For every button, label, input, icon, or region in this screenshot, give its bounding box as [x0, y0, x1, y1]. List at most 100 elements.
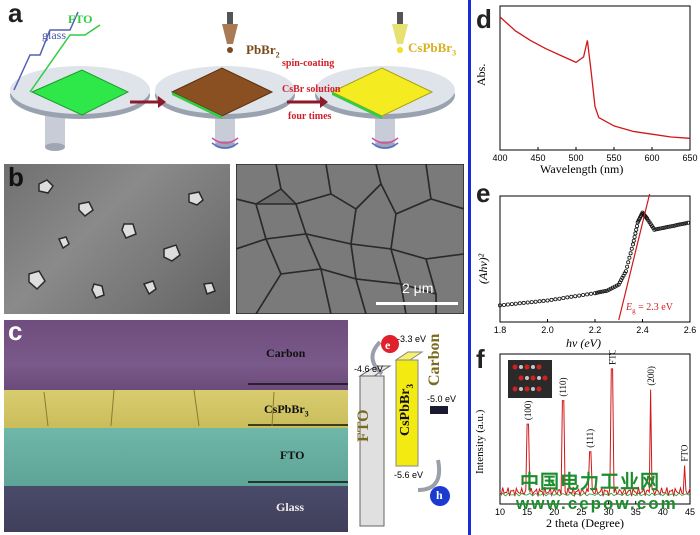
chart-f-x-tick-label-1: 15	[522, 507, 532, 517]
tauc-point	[633, 231, 638, 236]
chart-d-x-tick-label-2: 500	[568, 153, 583, 163]
tauc-point	[612, 284, 617, 289]
chart-f-x-tick-label-5: 35	[631, 507, 641, 517]
chart-f-ylabel: Intensity (a.u.)	[474, 409, 486, 474]
electron-label: e	[385, 338, 391, 352]
chart-d-x-tick-label-0: 400	[492, 153, 507, 163]
peak-label-5: FTO	[680, 444, 690, 461]
pbbr2-film-edge	[172, 92, 222, 119]
cspbbr3-label: CsPbBr3	[408, 40, 457, 58]
layer-label-fto: FTO	[280, 448, 305, 462]
panel-a-schematic	[10, 11, 455, 151]
sem-cspbbr3-grains	[236, 164, 464, 314]
chart-d-ylabel: Abs.	[474, 63, 488, 86]
tauc-point	[593, 291, 598, 296]
chart-e-x-tick-label-4: 2.6	[684, 325, 697, 335]
xrd-curve	[499, 368, 691, 498]
energy-cb: -3.3 eV	[397, 334, 427, 344]
tauc-point	[634, 224, 639, 229]
tauc-point	[674, 223, 679, 228]
layer-cspbbr3	[4, 390, 348, 428]
tauc-point	[654, 227, 659, 232]
tauc-point	[561, 296, 566, 301]
pbbr2-label: PbBr2	[246, 42, 280, 60]
chart-d-x-tick-label-3: 550	[606, 153, 621, 163]
tauc-point	[628, 251, 633, 256]
crystal-lattice-icon	[512, 364, 548, 392]
tauc-point	[541, 298, 546, 303]
cross-section-sem: Carbon CsPbBr3 FTO Glass	[4, 320, 348, 532]
tauc-point	[600, 289, 605, 294]
energy-carbon: -5.0 eV	[427, 394, 457, 404]
chart-e-x-tick-label-1: 2.0	[541, 325, 554, 335]
electron-icon	[381, 335, 399, 353]
chart-e-ylabel: (Ahν)²	[476, 253, 490, 284]
scale-bar-label: 2 μm	[402, 280, 434, 296]
xrd-pattern: (100) (110) (111) FTO (200) FTO 10 15 20 25 30 35 40…	[495, 350, 695, 517]
tauc-point	[577, 293, 582, 298]
tauc-point	[553, 297, 558, 302]
glass-pointer-line	[13, 11, 79, 91]
tauc-point	[610, 285, 615, 290]
chart-d-xlabel: Wavelength (nm)	[540, 162, 624, 176]
layer-boundaries	[43, 383, 348, 483]
fto-glass-substrate	[30, 69, 130, 116]
panel-b-label: b	[8, 162, 24, 192]
tauc-point	[545, 298, 550, 303]
tauc-point	[658, 226, 663, 231]
tauc-point	[513, 301, 518, 306]
tauc-point	[627, 255, 632, 260]
tauc-point	[678, 222, 683, 227]
layer-fto	[4, 428, 348, 486]
hole-icon	[430, 486, 450, 506]
panel-c-label: c	[8, 316, 23, 346]
tauc-point	[595, 290, 600, 295]
chart-d-x-tick-label-4: 600	[644, 153, 659, 163]
tauc-point	[517, 301, 522, 306]
layer-carbon	[4, 320, 348, 395]
tauc-point	[569, 294, 574, 299]
chart-f-x-tick-label-0: 10	[495, 507, 505, 517]
process-arrow-2	[287, 96, 328, 108]
tauc-point	[670, 224, 675, 229]
peak-label-3: FTO	[607, 350, 617, 365]
layer-label-cspbbr3: CsPbBr3	[264, 402, 309, 419]
panel-a-label: a	[8, 0, 23, 28]
tauc-point	[656, 226, 661, 231]
glass-label: glass	[42, 28, 66, 42]
panel-e-label: e	[476, 178, 491, 208]
chart-e-xlabel: hν (eV)	[566, 336, 601, 350]
energy-fto: -4.6 eV	[354, 364, 384, 374]
linear-fit-line	[618, 193, 651, 321]
tauc-point	[634, 227, 639, 232]
tauc-point	[623, 269, 628, 274]
tauc-point	[598, 289, 603, 294]
chart-f-x-tick-label-4: 30	[604, 507, 614, 517]
tauc-point	[573, 294, 578, 299]
band-label-fto: FTO	[355, 409, 372, 442]
tauc-point	[549, 297, 554, 302]
watermark-chinese: 中国电力工业网	[520, 472, 661, 493]
peak-label-2: (111)	[585, 429, 595, 448]
absorption-chart: 400 450 500 550 600 650	[492, 5, 698, 163]
fto-label: FTO	[68, 12, 93, 26]
tauc-point	[581, 293, 586, 298]
tauc-point	[685, 220, 690, 225]
tauc-point	[680, 222, 685, 227]
step-label-csbr: CsBr solution	[282, 84, 341, 95]
sem-image-pbbr2	[4, 164, 230, 314]
band-label-carbon: Carbon	[426, 333, 443, 386]
peak-label-0: (100)	[523, 401, 533, 421]
tauc-point	[537, 299, 542, 304]
tauc-point	[608, 286, 613, 291]
chart-f-x-tick-label-2: 20	[549, 507, 559, 517]
tauc-point	[632, 235, 637, 240]
chart-d-x-tick-label-1: 450	[530, 153, 545, 163]
tauc-point	[585, 292, 590, 297]
sem-pbbr2-texture	[28, 179, 216, 299]
tauc-point	[502, 303, 507, 308]
tauc-point	[662, 225, 667, 230]
panel-f-label: f	[476, 344, 485, 374]
tauc-point	[521, 300, 526, 305]
band-label-cspbbr3: CsPbBr3	[398, 384, 415, 436]
